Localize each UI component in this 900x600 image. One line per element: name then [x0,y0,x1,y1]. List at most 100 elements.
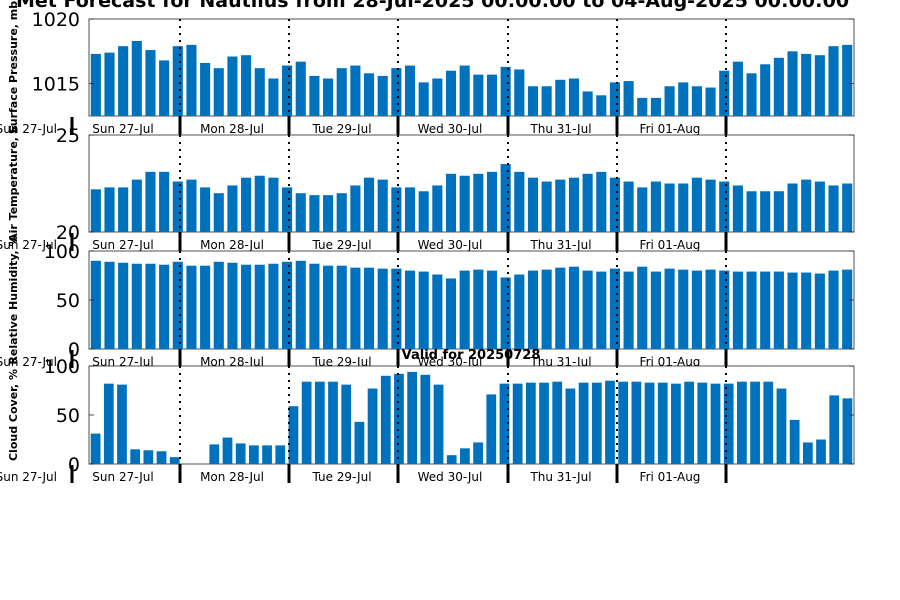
bar [131,263,142,349]
bar [776,388,787,464]
bar [514,171,525,232]
bar [118,262,129,349]
bar [118,187,129,232]
bar [268,78,279,116]
day-label: Fri 01-Aug [640,355,701,369]
bar [760,191,771,232]
bar [288,406,299,464]
bar [241,55,252,116]
bar [582,173,593,232]
day-label: Tue 29-Jul [311,355,371,369]
bar [117,384,127,464]
day-label-edge: Sun 27-Jul [0,238,57,252]
bar [609,82,620,116]
bar [684,381,695,464]
bar [241,264,252,349]
bar [159,60,170,116]
bar [213,261,224,349]
bar [650,181,661,232]
bar [814,181,825,232]
bar [323,195,334,232]
bar [842,398,853,464]
bar [828,270,839,349]
bar [552,381,563,464]
bar [104,261,115,349]
bar [623,271,634,349]
bar [828,185,839,232]
bar [691,177,702,232]
bar [486,270,498,349]
bar [200,187,211,232]
bar [568,266,580,349]
bar [341,384,352,464]
bar [445,173,457,232]
y-tick-label: 1015 [32,74,80,96]
day-label: Tue 29-Jul [311,122,371,136]
bar [541,181,552,232]
bar [623,181,634,232]
bar [262,445,272,464]
day-label: Mon 28-Jul [200,470,264,484]
bar [282,261,293,349]
bar [760,64,771,116]
bar [227,262,238,349]
y-tick-label: 100 [44,356,80,378]
bar [104,52,115,116]
day-label: Wed 30-Jul [418,238,483,252]
bar [732,185,743,232]
bar [200,265,211,349]
bar [200,62,211,116]
bar [555,179,566,232]
bar [241,177,252,232]
bar [407,371,418,464]
day-label: Sun 27-Jul [92,238,153,252]
bar [143,450,154,464]
y-tick-label: 0 [68,454,80,476]
bar [609,268,620,349]
bar [541,86,552,116]
bar [186,179,197,232]
bar [172,181,183,232]
bar [787,183,798,232]
bar [555,79,566,116]
bar [213,68,224,116]
bar [500,164,511,232]
bar [248,445,259,464]
day-label: Mon 28-Jul [200,355,264,369]
y-tick-label: 25 [56,125,80,147]
bar [691,86,702,116]
bar [746,271,757,349]
bar [527,270,539,349]
bar [473,173,484,232]
bar [512,383,523,464]
bar [582,91,593,116]
bar [763,381,774,464]
bar [350,65,361,116]
y-tick-label: 100 [44,241,80,263]
bar [227,185,238,232]
bar [609,177,620,232]
bar [514,274,525,349]
bar [664,268,675,349]
bar [172,261,183,349]
bar [350,267,361,349]
bar [432,274,443,349]
bar [391,68,402,116]
bar [268,177,279,232]
y-axis-label: Surface Pressure, mb [7,1,20,134]
bar [336,193,347,232]
bar [391,187,402,232]
bar [90,433,101,464]
bar [90,260,101,349]
bar [367,388,378,464]
valid-date-label: Valid for 20250728 [402,348,541,363]
bar [172,46,183,116]
bar [691,270,702,349]
bar [829,395,840,464]
bar [354,421,365,464]
bar [295,61,306,116]
bar [787,51,798,116]
bar [591,382,602,464]
bar [514,69,525,116]
